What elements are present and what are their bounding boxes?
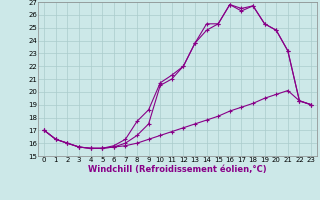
X-axis label: Windchill (Refroidissement éolien,°C): Windchill (Refroidissement éolien,°C) [88, 165, 267, 174]
